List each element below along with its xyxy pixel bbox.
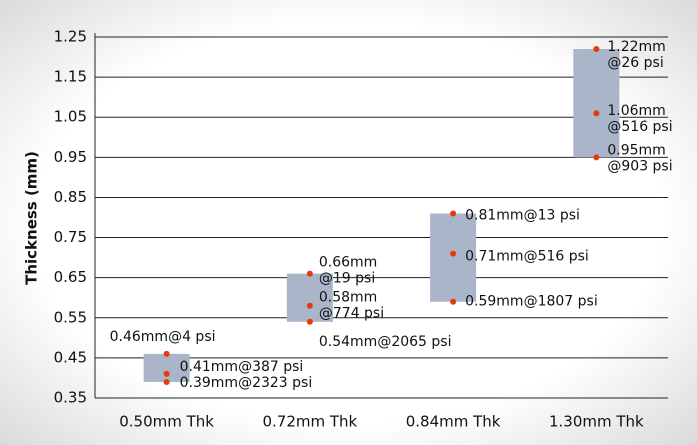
data-label-line: 0.95mm bbox=[607, 142, 665, 158]
data-label-line: @26 psi bbox=[607, 55, 663, 71]
range-box bbox=[573, 49, 620, 158]
point bbox=[163, 378, 170, 385]
data-label: 1.22mm @26 psi bbox=[607, 39, 665, 71]
x-tick-label: 0.72mm Thk bbox=[263, 413, 358, 431]
data-label-line: 0.66mm bbox=[319, 255, 377, 271]
data-label-line: 0.71mm@516 psi bbox=[465, 249, 589, 265]
point bbox=[593, 154, 600, 161]
y-tick-label: 1.25 bbox=[54, 28, 87, 46]
point bbox=[450, 298, 457, 305]
data-label-line: 0.81mm@13 psi bbox=[465, 207, 580, 223]
range-box bbox=[286, 273, 333, 322]
data-label-line: @516 psi bbox=[607, 119, 672, 135]
data-label: 0.66mm @19 psi bbox=[319, 255, 377, 287]
y-tick-label: 0.45 bbox=[54, 348, 87, 366]
data-label: 0.39mm@2323 psi bbox=[180, 375, 313, 391]
data-label-line: @774 psi bbox=[319, 306, 384, 322]
y-axis-label: Thickness (mm) bbox=[23, 151, 41, 285]
data-label-line: 0.59mm@1807 psi bbox=[465, 294, 598, 310]
y-tick-label: 0.75 bbox=[54, 228, 87, 246]
data-label: 0.71mm@516 psi bbox=[465, 249, 589, 265]
point bbox=[593, 110, 600, 117]
range-box bbox=[143, 353, 190, 382]
data-label-line: @903 psi bbox=[607, 158, 672, 174]
data-label: 1.06mm @516 psi bbox=[607, 103, 672, 135]
range-box bbox=[430, 213, 477, 302]
data-label-line: 1.22mm bbox=[607, 39, 665, 55]
data-label: 0.46mm@4 psi bbox=[110, 329, 216, 345]
x-tick-label: 0.84mm Thk bbox=[406, 413, 501, 431]
data-label-line: 0.54mm@2065 psi bbox=[319, 334, 452, 350]
point bbox=[306, 270, 313, 277]
data-label: 0.59mm@1807 psi bbox=[465, 294, 598, 310]
data-label-line: 0.58mm bbox=[319, 290, 377, 306]
point bbox=[450, 250, 457, 257]
y-tick-label: 0.95 bbox=[54, 148, 87, 166]
point bbox=[593, 46, 600, 53]
data-label-line: 0.46mm@4 psi bbox=[110, 329, 216, 345]
y-tick-label: 0.65 bbox=[54, 268, 87, 286]
point bbox=[306, 318, 313, 325]
data-label: 0.58mm @774 psi bbox=[319, 290, 384, 322]
data-label-line: 0.39mm@2323 psi bbox=[180, 375, 313, 391]
y-tick-label: 0.35 bbox=[54, 389, 87, 407]
x-tick-label: 0.50mm Thk bbox=[119, 413, 214, 431]
y-tick-label: 0.85 bbox=[54, 188, 87, 206]
data-label-line: @19 psi bbox=[319, 271, 375, 287]
data-label: 0.81mm@13 psi bbox=[465, 207, 580, 223]
data-label: 0.54mm@2065 psi bbox=[319, 334, 452, 350]
y-tick-label: 0.55 bbox=[54, 308, 87, 326]
point bbox=[450, 210, 457, 217]
data-label-line: 1.06mm bbox=[607, 103, 665, 119]
y-tick-label: 1.15 bbox=[54, 68, 87, 86]
point bbox=[163, 370, 170, 377]
y-tick-label: 1.05 bbox=[54, 108, 87, 126]
data-label-line: 0.41mm@387 psi bbox=[180, 359, 304, 375]
point bbox=[306, 302, 313, 309]
data-label: 0.41mm@387 psi bbox=[180, 359, 304, 375]
x-tick-label: 1.30mm Thk bbox=[549, 413, 644, 431]
data-label: 0.95mm @903 psi bbox=[607, 142, 672, 174]
point bbox=[163, 350, 170, 357]
